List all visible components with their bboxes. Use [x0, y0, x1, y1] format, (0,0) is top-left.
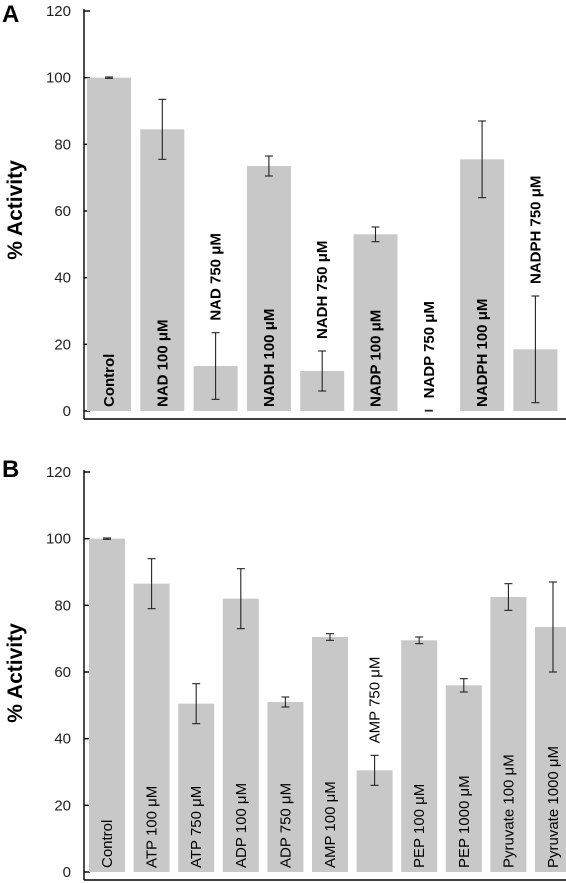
- panel-a-bar: [353, 234, 398, 411]
- panel-a-letter: A: [2, 1, 19, 28]
- panel-b-letter: B: [2, 456, 19, 483]
- panel-b-category-label: AMP 750 μM: [367, 657, 384, 744]
- panel-a-y-tick-label: 40: [54, 270, 71, 287]
- panel-a-y-tick-label: 80: [54, 136, 71, 153]
- panel-a-ylabel: % Activity: [4, 160, 27, 260]
- panel-b-bar: [267, 702, 304, 872]
- panel-a-category-label: NAD 750 μM: [208, 233, 225, 321]
- panel-b-category-label: PEP 1000 μM: [456, 775, 473, 868]
- panel-a-category-label: Control: [101, 354, 118, 407]
- panel-b-category-label: Pyruvate 100 μM: [500, 754, 517, 868]
- panel-b-category-label: Pyruvate 1000 μM: [545, 746, 562, 868]
- panel-a-bar: [246, 166, 291, 411]
- panel-b-y-tick-label: 40: [54, 731, 71, 748]
- panel-a-category-label: NADPH 750 μM: [527, 176, 544, 284]
- panel-b-category-label: ADP 100 μM: [233, 783, 250, 868]
- panel-b-ylabel: % Activity: [4, 623, 27, 723]
- panel-a-y-tick-label: 120: [46, 3, 71, 20]
- panel-b-chart: 0 20 40 60 80 100 120 Control ATP 100 μM ATP 750 …: [46, 464, 566, 881]
- panel-b-bar: [535, 627, 566, 872]
- panel-b-y-tick-label: 100: [46, 531, 71, 548]
- panel-a-bar: [140, 129, 185, 412]
- panel-b-bar: [178, 703, 215, 872]
- panel-b-category-label: AMP 100 μM: [322, 781, 339, 868]
- panel-a-category-label: NAD 100 μM: [154, 319, 171, 407]
- panel-b-bar: [356, 770, 393, 872]
- panel-a-category-label: NADP 100 μM: [368, 310, 385, 407]
- panel-a-bar: [87, 77, 131, 412]
- panel-b-bar: [401, 640, 438, 872]
- panel-b-bar: [312, 637, 348, 872]
- panel-b-category-label: ATP 750 μM: [188, 786, 205, 868]
- panel-a-bar: [460, 159, 505, 411]
- panel-b-bar: [89, 538, 125, 872]
- panel-a-category-label: NADPH 100 μM: [474, 299, 491, 407]
- panel-b-y-tick-label: 80: [54, 597, 71, 614]
- panel-b-bar: [133, 583, 170, 872]
- panel-a-y-tick-label: 0: [63, 403, 71, 420]
- panel-a-category-label: NADH 100 μM: [261, 309, 278, 407]
- panel-b-bar: [445, 685, 482, 872]
- panel-a-y-tick-label: 100: [46, 70, 71, 87]
- panel-b-category-label: Control: [99, 820, 116, 868]
- panel-a-y-tick-label: 60: [54, 203, 71, 220]
- panel-a-y-tick-label: 20: [54, 336, 71, 353]
- panel-b-category-label: ADP 750 μM: [277, 783, 294, 868]
- panel-b-y-tick-label: 60: [54, 664, 71, 681]
- panel-b-bar: [222, 598, 259, 872]
- panel-b-y-tick-label: 20: [54, 797, 71, 814]
- panel-a-chart: 0 20 40 60 80 100 120 Control NAD 100 μM NAD 750 …: [46, 3, 566, 420]
- panel-b-y-tick-label: 120: [46, 464, 71, 481]
- panel-b-bar: [490, 597, 527, 872]
- panel-a-category-label: NADH 750 μM: [314, 241, 331, 339]
- panel-b-category-label: PEP 100 μM: [411, 784, 428, 868]
- panel-b-category-label: ATP 100 μM: [144, 786, 161, 868]
- panel-b-y-tick-label: 0: [63, 864, 71, 881]
- panel-a-category-label: NADP 750 μM: [421, 301, 438, 398]
